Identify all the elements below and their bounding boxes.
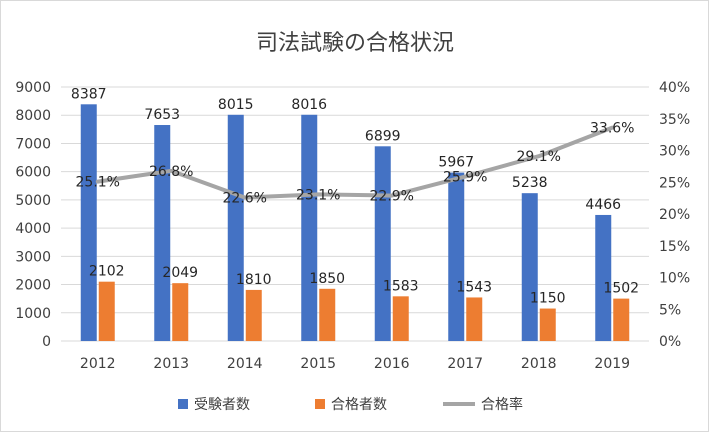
bar-value-label: 6899 [365, 128, 401, 144]
x-tick-label: 2013 [153, 356, 189, 372]
x-tick-label: 2015 [300, 356, 336, 372]
bar-applicants [374, 146, 391, 341]
bar-value-label: 4466 [585, 197, 621, 213]
y2-tick-label: 25% [659, 175, 690, 191]
y-tick-label: 6000 [15, 165, 51, 181]
y-tick-label: 4000 [15, 221, 51, 237]
legend: 受験者数 合格者数 合格率 [178, 396, 523, 413]
bar-value-label: 8016 [291, 97, 327, 113]
rate-value-label: 23.1% [296, 187, 340, 203]
bar-passers [319, 288, 336, 341]
rate-value-label: 25.9% [443, 170, 487, 186]
bar-value-label: 7653 [144, 107, 180, 123]
bar-passers [245, 289, 262, 341]
bar-value-label: 1583 [383, 278, 419, 294]
rate-value-label: 29.1% [517, 149, 561, 165]
y-tick-label: 1000 [15, 306, 51, 322]
bar-value-label: 8015 [218, 97, 254, 113]
y-tick-label: 2000 [15, 278, 51, 294]
bar-value-label: 1810 [236, 272, 272, 288]
y2-tick-label: 40% [659, 80, 690, 96]
bar-value-label: 2049 [162, 265, 198, 281]
bar-applicants [80, 104, 97, 341]
y2-tick-label: 0% [659, 334, 681, 350]
legend-label-rate: 合格率 [481, 396, 523, 413]
x-tick-label: 2019 [594, 356, 630, 372]
y-tick-label: 8000 [15, 108, 51, 124]
rate-value-label: 25.1% [76, 175, 120, 191]
bar-passers [466, 297, 483, 341]
y2-tick-label: 5% [659, 302, 681, 318]
bar-value-label: 1850 [309, 271, 345, 287]
bar-value-label: 8387 [71, 86, 107, 102]
bar-value-label: 1502 [603, 281, 639, 297]
rate-value-label: 22.9% [370, 189, 414, 205]
bar-value-label: 5238 [512, 175, 548, 191]
right-axis-ticks: 0% 5% 10% 15% 20% 25% 30% 35% 40% [659, 80, 690, 350]
y2-tick-label: 30% [659, 144, 690, 160]
y-tick-label: 3000 [15, 249, 51, 265]
bar-value-label: 5967 [438, 155, 474, 171]
bar-applicants [154, 125, 171, 341]
bar-value-label: 1150 [530, 291, 566, 307]
bar-value-label: 1543 [456, 279, 492, 295]
rate-value-label: 33.6% [590, 121, 634, 137]
y-tick-label: 5000 [15, 193, 51, 209]
bar-value-label: 2102 [89, 264, 125, 280]
bar-applicants [301, 114, 318, 342]
x-tick-label: 2016 [374, 356, 410, 372]
left-axis-ticks: 0 1000 2000 3000 4000 5000 6000 7000 8000 9000 [15, 80, 51, 350]
bar-passers [613, 298, 630, 341]
chart-title: 司法試験の合格状況 [256, 31, 454, 56]
legend-label-passers: 合格者数 [331, 397, 387, 413]
legend-swatch-passers [315, 399, 325, 409]
legend-label-applicants: 受験者数 [194, 397, 250, 413]
y2-tick-label: 15% [659, 239, 690, 255]
y-tick-label: 9000 [15, 80, 51, 96]
bar-applicants [521, 193, 538, 341]
bar-applicants [595, 214, 612, 341]
data-labels: 8387 7653 8015 8016 6899 5967 5238 4466 2102 2049… [71, 86, 639, 306]
x-tick-label: 2012 [80, 356, 116, 372]
x-tick-label: 2014 [227, 356, 263, 372]
y-tick-label: 7000 [15, 136, 51, 152]
legend-swatch-applicants [178, 399, 188, 409]
bar-passers [98, 281, 115, 341]
x-tick-label: 2017 [447, 356, 483, 372]
y2-tick-label: 20% [659, 207, 690, 223]
rate-value-label: 26.8% [149, 164, 193, 180]
bar-passers [172, 283, 189, 341]
rate-value-label: 22.6% [223, 190, 267, 206]
bar-applicants [227, 114, 244, 341]
y2-tick-label: 10% [659, 271, 690, 287]
x-tick-label: 2018 [521, 356, 557, 372]
bar-passers [539, 308, 556, 341]
x-axis-ticks: 2012 2013 2014 2015 2016 2017 2018 2019 [80, 356, 630, 372]
y2-tick-label: 35% [659, 112, 690, 128]
rate-line-path [95, 125, 615, 200]
bar-passers [392, 296, 409, 341]
rate-line [95, 125, 615, 200]
y-tick-label: 0 [42, 334, 51, 350]
bar-applicants [448, 172, 465, 341]
